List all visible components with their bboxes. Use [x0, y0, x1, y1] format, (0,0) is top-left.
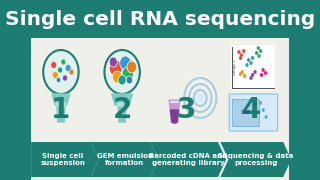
Circle shape: [257, 46, 260, 50]
FancyBboxPatch shape: [31, 0, 289, 38]
Polygon shape: [118, 105, 126, 122]
Ellipse shape: [171, 120, 178, 124]
Circle shape: [239, 72, 242, 76]
Circle shape: [52, 71, 58, 78]
Circle shape: [126, 76, 132, 84]
Circle shape: [242, 49, 245, 53]
Text: Sequencing & data
processing: Sequencing & data processing: [218, 153, 293, 166]
Polygon shape: [220, 142, 291, 177]
Polygon shape: [117, 103, 127, 106]
Text: 3: 3: [176, 96, 196, 124]
Polygon shape: [57, 105, 65, 122]
Circle shape: [243, 74, 246, 78]
Circle shape: [109, 57, 117, 67]
Text: 2: 2: [112, 96, 132, 124]
Text: Single cell RNA sequencing: Single cell RNA sequencing: [5, 10, 315, 28]
Circle shape: [65, 64, 71, 71]
Circle shape: [43, 50, 79, 94]
Circle shape: [118, 75, 126, 85]
Circle shape: [57, 78, 60, 82]
Circle shape: [127, 61, 137, 73]
Circle shape: [51, 62, 57, 69]
Circle shape: [249, 61, 252, 65]
Circle shape: [255, 51, 258, 55]
Polygon shape: [91, 142, 158, 177]
Circle shape: [112, 71, 122, 83]
Circle shape: [58, 67, 62, 73]
Circle shape: [62, 75, 68, 81]
Circle shape: [240, 53, 243, 57]
Circle shape: [109, 60, 122, 76]
Circle shape: [249, 76, 252, 80]
Polygon shape: [150, 142, 226, 177]
Circle shape: [120, 56, 131, 70]
Circle shape: [253, 70, 257, 74]
Circle shape: [247, 58, 250, 62]
Circle shape: [259, 49, 262, 53]
Polygon shape: [112, 94, 132, 105]
FancyBboxPatch shape: [231, 45, 275, 90]
Circle shape: [259, 101, 262, 105]
Circle shape: [69, 69, 74, 75]
Circle shape: [251, 73, 254, 77]
Polygon shape: [170, 104, 179, 122]
Polygon shape: [31, 142, 99, 177]
Circle shape: [245, 63, 249, 67]
Text: Single cell
suspension: Single cell suspension: [41, 153, 85, 166]
Circle shape: [264, 71, 267, 75]
Circle shape: [241, 70, 244, 74]
Circle shape: [239, 56, 242, 60]
Text: 4: 4: [242, 96, 261, 124]
FancyBboxPatch shape: [31, 38, 289, 180]
Text: umap 2: umap 2: [233, 60, 237, 75]
Circle shape: [251, 56, 254, 60]
Text: Barcoded cDNA and
generating library: Barcoded cDNA and generating library: [149, 153, 227, 166]
Circle shape: [264, 115, 268, 119]
FancyBboxPatch shape: [232, 98, 259, 125]
Circle shape: [104, 50, 140, 94]
Circle shape: [261, 68, 265, 72]
Polygon shape: [56, 103, 66, 106]
Polygon shape: [52, 94, 70, 105]
Circle shape: [196, 93, 204, 103]
Polygon shape: [169, 100, 180, 104]
Circle shape: [258, 54, 261, 58]
Text: GEM emulsion
formation: GEM emulsion formation: [97, 153, 153, 166]
Text: XX: XX: [240, 109, 250, 114]
Text: 1: 1: [51, 96, 70, 124]
Circle shape: [122, 67, 133, 81]
Polygon shape: [171, 110, 179, 122]
FancyBboxPatch shape: [229, 94, 277, 131]
Circle shape: [262, 108, 265, 112]
Circle shape: [61, 59, 66, 65]
Circle shape: [237, 50, 241, 54]
Circle shape: [260, 73, 263, 77]
